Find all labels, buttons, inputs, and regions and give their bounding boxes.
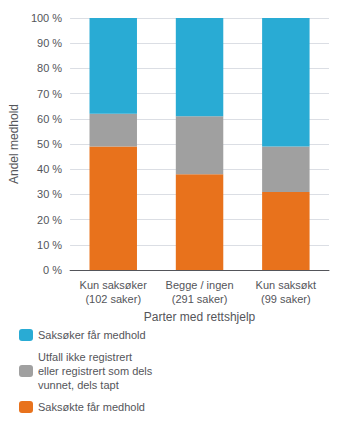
svg-text:0 %: 0 % bbox=[43, 264, 62, 276]
svg-text:Kun saksøker: Kun saksøker bbox=[80, 279, 148, 291]
svg-text:(102 saker): (102 saker) bbox=[85, 293, 141, 305]
svg-text:20 %: 20 % bbox=[37, 214, 62, 226]
svg-text:100 %: 100 % bbox=[31, 12, 62, 24]
svg-text:Saksøker får medhold: Saksøker får medhold bbox=[38, 329, 146, 341]
svg-text:90 %: 90 % bbox=[37, 37, 62, 49]
svg-text:(291 saker): (291 saker) bbox=[172, 293, 228, 305]
svg-text:30 %: 30 % bbox=[37, 188, 62, 200]
svg-text:vunnet, dels tapt: vunnet, dels tapt bbox=[38, 379, 119, 391]
svg-text:(99 saker): (99 saker) bbox=[261, 293, 311, 305]
svg-text:Kun saksøkt: Kun saksøkt bbox=[256, 279, 317, 291]
svg-text:Begge / ingen: Begge / ingen bbox=[166, 279, 234, 291]
svg-text:70 %: 70 % bbox=[37, 88, 62, 100]
svg-text:50 %: 50 % bbox=[37, 138, 62, 150]
svg-text:Andel medhold: Andel medhold bbox=[7, 104, 21, 184]
svg-text:80 %: 80 % bbox=[37, 62, 62, 74]
svg-text:eller registrert som dels: eller registrert som dels bbox=[38, 365, 153, 377]
svg-text:10 %: 10 % bbox=[37, 239, 62, 251]
svg-text:Parter med rettshjelp: Parter med rettshjelp bbox=[144, 310, 256, 324]
svg-text:40 %: 40 % bbox=[37, 163, 62, 175]
svg-text:Saksøkte får medhold: Saksøkte får medhold bbox=[38, 401, 145, 413]
svg-text:Utfall ikke registrert: Utfall ikke registrert bbox=[38, 351, 132, 363]
svg-text:60 %: 60 % bbox=[37, 113, 62, 125]
